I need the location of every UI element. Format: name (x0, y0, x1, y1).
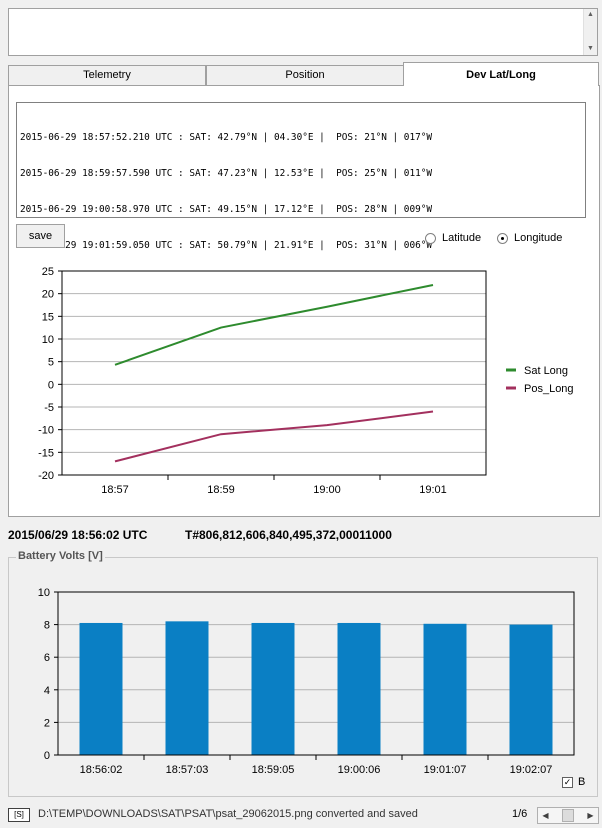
plot-area (61, 270, 487, 476)
radio-circle-icon (425, 232, 436, 244)
bar (165, 621, 209, 755)
y-tick-label: -20 (38, 470, 54, 482)
x-tick-label: 18:57:03 (166, 764, 209, 776)
vertical-scrollbar[interactable]: ▲ ▼ (583, 9, 597, 55)
y-tick-label: 4 (44, 685, 50, 697)
battery-bar-chart: 10 8 6 4 2 0 18:56:02 18:57:03 18:59:05 19:00:06 1… (38, 587, 575, 776)
position-log[interactable]: 2015-06-29 18:57:52.210 UTC : SAT: 42.79… (16, 102, 586, 251)
legend-label: Sat Long (524, 365, 568, 377)
x-tick-label: 19:00 (313, 484, 341, 496)
longitude-line-chart: 25 20 15 10 5 0 -5 -10 -15 -20 18:57 18:59 19:00 19:0… (38, 266, 574, 496)
plot-area (57, 591, 575, 756)
page-counter: 1/6 (512, 808, 528, 820)
x-tick-label: 18:56:02 (80, 764, 123, 776)
scroll-left-arrow-icon[interactable]: ◀ (542, 811, 549, 820)
y-tick-label: 8 (44, 620, 50, 632)
radio-longitude[interactable]: Longitude (497, 232, 562, 244)
scroll-right-arrow-icon[interactable]: ▶ (587, 811, 594, 820)
message-textarea[interactable]: ▲ ▼ (8, 8, 598, 56)
log-line: 2015-06-29 18:59:57.590 UTC : SAT: 47.23… (20, 168, 433, 179)
y-tick-label: -15 (38, 447, 54, 459)
radio-latitude-label: Latitude (442, 232, 482, 244)
b-checkbox-label: B (578, 776, 586, 788)
radio-latitude[interactable]: Latitude (425, 232, 481, 244)
tab-position[interactable]: Position (206, 65, 404, 85)
x-tick-label: 18:57 (101, 484, 129, 496)
bar (423, 623, 467, 755)
status-message: D:\TEMP\DOWNLOADS\SAT\PSAT\psat_29062015… (38, 808, 418, 820)
y-tick-label: -10 (38, 425, 54, 437)
bar (337, 622, 381, 755)
battery-groupbox (8, 557, 598, 797)
y-tick-label: 0 (44, 750, 50, 762)
radio-longitude-label: Longitude (514, 232, 563, 244)
y-tick-label: 5 (48, 357, 54, 369)
x-tick-label: 19:00:06 (338, 764, 381, 776)
bar (509, 624, 553, 755)
battery-title: Battery Volts [V] (16, 550, 105, 562)
checkmark-icon: ✓ (563, 777, 572, 787)
status-timestamp: 2015/06/29 18:56:02 UTC (8, 528, 148, 542)
page-scrollbar[interactable]: ◀ ▶ (537, 807, 599, 824)
y-tick-label: 10 (42, 334, 54, 346)
bar (251, 622, 295, 755)
y-tick-label: 20 (42, 289, 54, 301)
y-tick-label: -5 (44, 402, 54, 414)
scroll-up-arrow-icon[interactable]: ▲ (587, 11, 594, 18)
telemetry-string: T#806,812,606,840,495,372,00011000 (185, 528, 392, 542)
legend-label: Pos_Long (524, 383, 574, 395)
x-tick-label: 19:02:07 (510, 764, 553, 776)
series-line-sat-long (114, 284, 434, 366)
bar (79, 622, 123, 755)
y-tick-label: 0 (48, 379, 54, 391)
x-tick-label: 18:59 (207, 484, 235, 496)
y-tick-label: 10 (38, 587, 50, 599)
y-tick-label: 25 (42, 266, 54, 278)
file-icon: [S] (8, 808, 30, 822)
x-tick-label: 18:59:05 (252, 764, 295, 776)
y-tick-label: 15 (42, 311, 54, 323)
x-tick-label: 19:01 (419, 484, 447, 496)
x-tick-label: 19:01:07 (424, 764, 467, 776)
log-line: 2015-06-29 18:57:52.210 UTC : SAT: 42.79… (20, 132, 433, 143)
tab-dev-lat-long[interactable]: Dev Lat/Long (403, 62, 599, 86)
b-checkbox[interactable]: ✓ (562, 777, 573, 788)
y-tick-label: 6 (44, 652, 50, 664)
scroll-down-arrow-icon[interactable]: ▼ (587, 45, 594, 52)
series-line-pos-long (114, 410, 434, 463)
log-line: 2015-06-29 19:00:58.970 UTC : SAT: 49.15… (20, 204, 433, 215)
y-tick-label: 2 (44, 717, 50, 729)
scroll-thumb[interactable] (562, 809, 574, 822)
radio-circle-icon (497, 232, 508, 244)
tab-telemetry[interactable]: Telemetry (8, 65, 206, 85)
save-button[interactable]: save (16, 224, 65, 248)
